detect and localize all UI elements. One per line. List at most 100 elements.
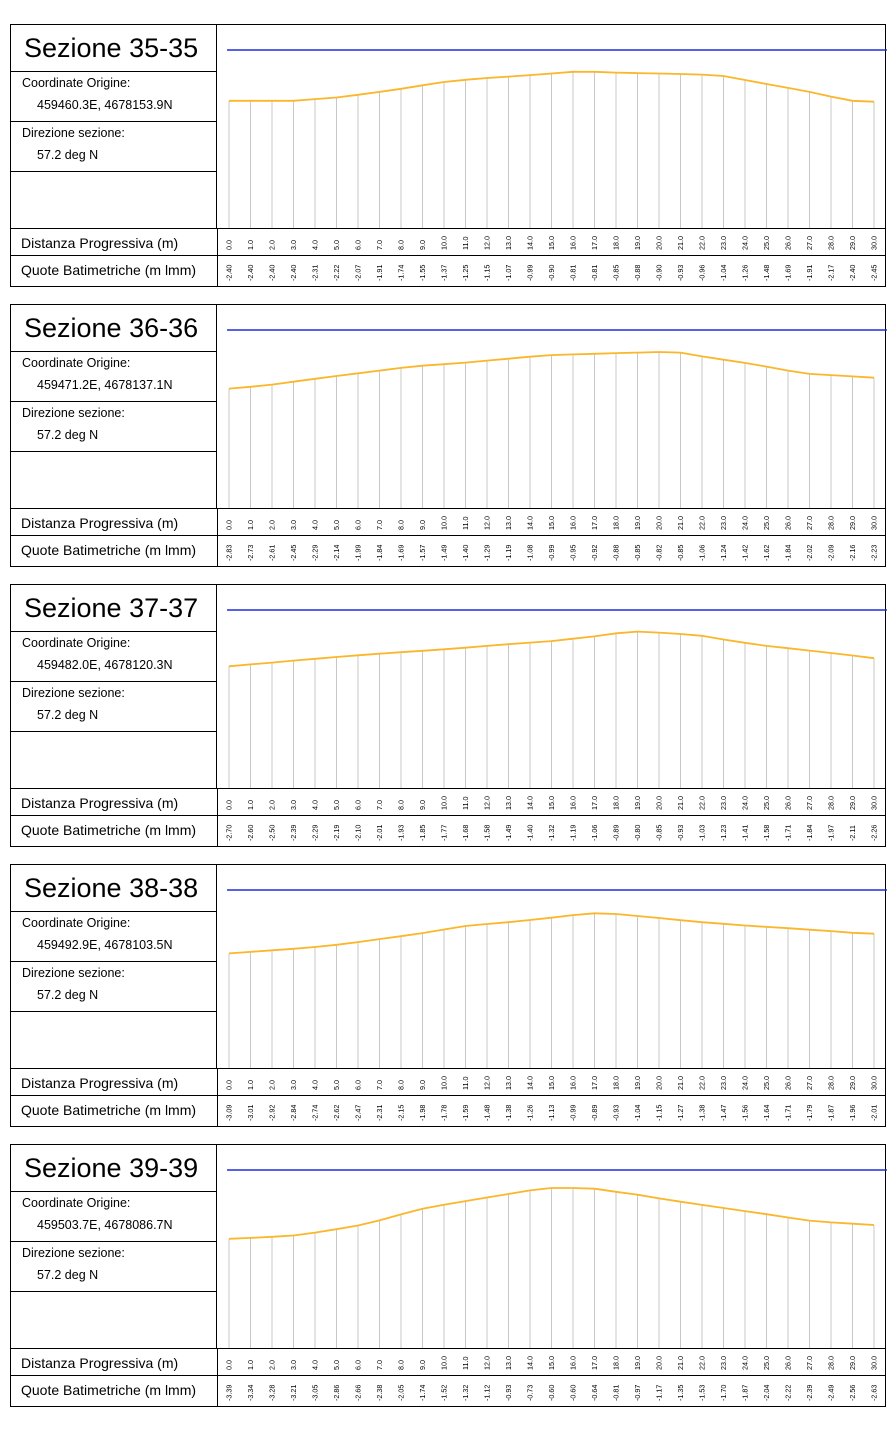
distance-tick-label: 12.0 (483, 1076, 492, 1090)
depth-value-label: -1.04 (633, 1105, 642, 1121)
depth-value-label: -0.99 (547, 545, 556, 561)
distance-tick-label: 0.0 (225, 1080, 234, 1090)
depth-value-label: -2.22 (332, 265, 341, 281)
origin-label: Coordinate Origine: (22, 636, 131, 650)
section-panel: Sezione 37-37 Coordinate Origine: 459482… (10, 584, 887, 847)
distance-tick-label: 2.0 (268, 1080, 277, 1090)
section-info-box: Sezione 39-39 Coordinate Origine: 459503… (11, 1145, 217, 1348)
distance-tick-label: 2.0 (268, 240, 277, 250)
section-profile-chart: 0.0 1.0 2.0 3.0 4.0 5.0 6.0 7.0 8.0 9.0 10.0 11.0 12… (225, 329, 887, 561)
distance-tick-label: 11.0 (461, 237, 470, 250)
depth-value-label: -2.14 (332, 545, 341, 561)
depth-value-label: -2.29 (311, 545, 320, 561)
depth-value-label: -0.60 (547, 1385, 556, 1401)
depth-value-label: -1.69 (397, 545, 406, 561)
depth-value-label: -1.17 (655, 1385, 664, 1401)
section-title: Sezione 36-36 (11, 305, 217, 352)
distance-tick-label: 9.0 (418, 1080, 427, 1090)
depth-value-label: -2.16 (848, 545, 857, 561)
origin-label: Coordinate Origine: (22, 1196, 131, 1210)
origin-label: Coordinate Origine: (22, 916, 131, 930)
distance-tick-label: 22.0 (698, 1076, 707, 1090)
depth-value-label: -2.38 (375, 1385, 384, 1401)
depth-value-label: -1.38 (698, 1105, 707, 1121)
distance-tick-label: 7.0 (375, 1360, 384, 1370)
depth-value-label: -0.81 (569, 265, 578, 281)
section-title: Sezione 35-35 (11, 25, 217, 72)
section-panel: Sezione 38-38 Coordinate Origine: 459492… (10, 864, 887, 1127)
depth-value-label: -1.99 (354, 545, 363, 561)
depth-value-label: -2.40 (225, 265, 234, 281)
depth-row: Quote Batimetriche (m lmm) (11, 536, 885, 566)
depth-value-label: -1.26 (741, 265, 750, 281)
depth-row-label: Quote Batimetriche (m lmm) (21, 542, 197, 558)
distance-tick-label: 2.0 (268, 1360, 277, 1370)
distance-tick-label: 11.0 (461, 1077, 470, 1090)
section-info-box: Sezione 35-35 Coordinate Origine: 459460… (11, 25, 217, 228)
depth-value-label: -2.49 (827, 1385, 836, 1401)
distance-tick-label: 21.0 (676, 236, 685, 250)
distance-tick-label: 20.0 (655, 516, 664, 530)
distance-tick-label: 1.0 (246, 1080, 255, 1090)
distance-tick-label: 9.0 (418, 1360, 427, 1370)
distance-tick-label: 11.0 (461, 517, 470, 530)
depth-value-label: -2.86 (332, 1385, 341, 1401)
distance-tick-label: 28.0 (827, 796, 836, 810)
distance-tick-label: 8.0 (397, 800, 406, 810)
depth-value-label: -3.09 (225, 1105, 234, 1121)
bathymetry-profile-line (228, 351, 875, 390)
depth-value-label: -1.40 (461, 545, 470, 561)
distance-tick-label: 11.0 (461, 797, 470, 810)
distance-tick-label: 12.0 (483, 796, 492, 810)
distance-tick-label: 28.0 (827, 236, 836, 250)
origin-row: Coordinate Origine: 459471.2E, 4678137.1… (11, 352, 217, 402)
depth-value-label: -2.04 (762, 1385, 771, 1401)
depth-value-label: -0.80 (633, 825, 642, 841)
distance-tick-label: 15.0 (547, 516, 556, 530)
direction-value: 57.2 deg N (37, 988, 99, 1002)
distance-tick-label: 15.0 (547, 1356, 556, 1370)
distance-row-label: Distanza Progressiva (m) (21, 515, 179, 531)
distance-tick-label: 29.0 (848, 1076, 857, 1090)
distance-tick-label: 24.0 (741, 796, 750, 810)
distance-tick-label: 27.0 (805, 1076, 814, 1090)
depth-value-label: -2.74 (311, 1105, 320, 1121)
distance-tick-label: 23.0 (719, 1356, 728, 1370)
depth-value-label: -1.49 (504, 825, 513, 841)
origin-value: 459460.3E, 4678153.9N (37, 98, 173, 112)
depth-value-label: -1.87 (741, 1385, 750, 1401)
direction-label: Direzione sezione: (22, 406, 125, 420)
distance-tick-label: 1.0 (246, 800, 255, 810)
depth-value-label: -0.89 (590, 1105, 599, 1121)
depth-value-label: -1.47 (719, 1105, 728, 1121)
depth-value-label: -0.85 (612, 265, 621, 281)
depth-value-label: -1.03 (698, 825, 707, 841)
distance-tick-label: 25.0 (762, 796, 771, 810)
depth-value-label: -1.27 (676, 1105, 685, 1121)
depth-value-label: -1.55 (418, 265, 427, 281)
depth-value-label: -0.89 (612, 825, 621, 841)
distance-tick-label: 3.0 (289, 1080, 298, 1090)
depth-value-label: -2.60 (246, 825, 255, 841)
distance-tick-label: 16.0 (569, 236, 578, 250)
bathymetry-profile-line (228, 630, 875, 668)
depth-value-label: -2.40 (848, 265, 857, 281)
distance-tick-label: 22.0 (698, 516, 707, 530)
distance-tick-label: 19.0 (633, 516, 642, 530)
depth-value-label: -0.95 (569, 545, 578, 561)
depth-value-label: -1.84 (375, 545, 384, 561)
depth-value-label: -1.71 (784, 1105, 793, 1121)
depth-value-label: -1.58 (483, 825, 492, 841)
origin-row: Coordinate Origine: 459492.9E, 4678103.5… (11, 912, 217, 962)
section-info-box: Sezione 36-36 Coordinate Origine: 459471… (11, 305, 217, 508)
distance-tick-label: 0.0 (225, 240, 234, 250)
distance-tick-label: 30.0 (870, 1356, 879, 1370)
distance-tick-label: 18.0 (612, 796, 621, 810)
origin-label: Coordinate Origine: (22, 76, 131, 90)
distance-tick-label: 19.0 (633, 236, 642, 250)
depth-value-label: -2.11 (848, 825, 857, 841)
depth-value-label: -2.61 (268, 545, 277, 561)
depth-value-label: -1.91 (805, 265, 814, 281)
depth-value-label: -2.45 (289, 545, 298, 561)
depth-value-label: -1.15 (655, 1105, 664, 1121)
